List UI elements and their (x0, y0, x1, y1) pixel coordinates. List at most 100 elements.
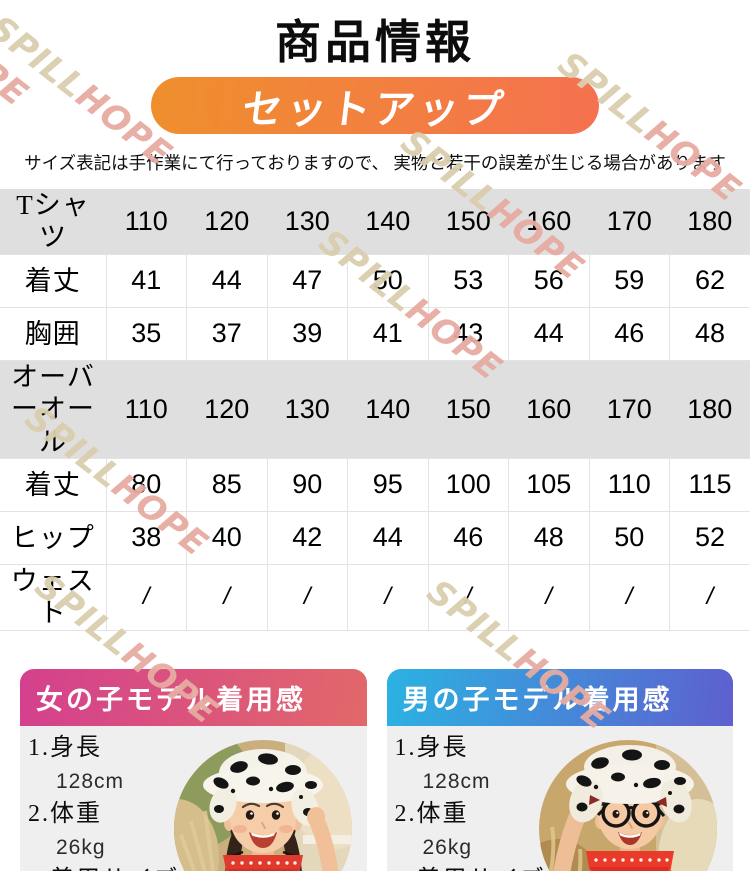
size-cell: 110 (588, 457, 670, 512)
size-cell: / (105, 563, 187, 631)
table-row-waist: ウェスト / / / / / / / / (0, 563, 750, 631)
table-header-row-tshirt: Tシャツ 110 120 130 140 150 160 170 180 (0, 189, 750, 255)
size-cell: / (669, 563, 750, 631)
size-cell: 48 (508, 510, 590, 565)
size-cell: 110 (106, 360, 187, 459)
spec-label-size: 3.着用サイズ (28, 864, 179, 871)
spec-value-weight: 26kg (56, 835, 106, 859)
size-cell: 44 (508, 306, 590, 361)
size-cell: / (266, 563, 348, 631)
size-cell: 85 (186, 457, 268, 512)
size-cell: 120 (186, 189, 267, 255)
setup-badge: セットアップ (151, 77, 599, 134)
table-row-length: 着丈 41 44 47 50 53 56 59 62 (0, 253, 750, 308)
spec-value-height: 128cm (56, 769, 125, 793)
size-cell: 44 (347, 510, 429, 565)
size-cell: 140 (347, 189, 428, 255)
girl-card-body: 1.身長 128cm 2.体重 26kg 3.着用サイズ 130 (20, 725, 367, 871)
table-row-hip: ヒップ 38 40 42 44 46 48 50 52 (0, 510, 750, 565)
size-cell: 62 (669, 253, 750, 308)
badge-row: セットアップ (0, 77, 750, 134)
boy-model-photo (538, 739, 718, 871)
size-cell: 150 (428, 189, 509, 255)
size-cell: 120 (186, 360, 267, 459)
spec-label-weight: 2.体重 (28, 800, 102, 827)
size-cell: 95 (347, 457, 429, 512)
table-row-length-overall: 着丈 80 85 90 95 100 105 110 115 (0, 457, 750, 512)
row-label: オーバーオール (0, 360, 106, 459)
size-cell: 180 (669, 360, 750, 459)
spec-value-weight: 26kg (422, 835, 473, 859)
size-cell: 44 (186, 253, 268, 308)
size-cell: 53 (427, 253, 509, 308)
size-cell: 170 (589, 360, 670, 459)
size-cell: 46 (588, 306, 670, 361)
size-cell: / (186, 563, 268, 631)
size-cell: 52 (669, 510, 750, 565)
boy-model-card: 男の子モデル着用感 1.身長 128cm 2.体重 26kg 3.着用サイズ 1… (386, 668, 733, 871)
row-label: ウェスト (0, 563, 107, 631)
boy-card-header: 男の子モデル着用感 (386, 668, 733, 726)
spec-label-height: 1.身長 (394, 734, 469, 761)
size-cell: 160 (508, 189, 589, 255)
table-row-chest: 胸囲 35 37 39 41 43 44 46 48 (0, 306, 750, 361)
size-cell: 130 (267, 189, 348, 255)
girl-card-title: 女の子モデル着用感 (36, 684, 306, 715)
spec-label-weight: 2.体重 (394, 800, 469, 827)
row-label: 着丈 (0, 253, 107, 308)
size-cell: 110 (106, 189, 187, 255)
size-cell: 48 (669, 306, 750, 361)
boy-card-title: 男の子モデル着用感 (402, 684, 673, 715)
size-cell: / (588, 563, 670, 631)
size-cell: 42 (266, 510, 348, 565)
row-label: ヒップ (0, 510, 107, 565)
size-cell: 46 (427, 510, 509, 565)
row-label: 胸囲 (0, 306, 107, 361)
size-cell: 115 (669, 457, 750, 512)
girl-model-card: 女の子モデル着用感 1.身長 128cm 2.体重 26kg 3.着用サイズ 1… (20, 668, 367, 871)
size-cell: 37 (186, 306, 268, 361)
boy-card-body: 1.身長 128cm 2.体重 26kg 3.着用サイズ 130 (386, 725, 733, 871)
size-cell: 80 (105, 457, 187, 512)
setup-badge-label: セットアップ (239, 87, 510, 132)
girl-model-photo (173, 739, 353, 871)
size-cell: 39 (266, 306, 348, 361)
size-cell: 100 (427, 457, 509, 512)
size-cell: 140 (347, 360, 428, 459)
size-cell: 130 (267, 360, 348, 459)
size-cell: 47 (266, 253, 348, 308)
spec-label-size: 3.着用サイズ (395, 864, 546, 871)
model-cards-row: 女の子モデル着用感 1.身長 128cm 2.体重 26kg 3.着用サイズ 1… (20, 668, 733, 871)
page-title: 商品情報 (275, 17, 475, 68)
size-cell: 90 (266, 457, 348, 512)
size-cell: 180 (669, 189, 750, 255)
spec-label-height: 1.身長 (28, 734, 102, 761)
size-cell: 43 (427, 306, 509, 361)
size-cell: 160 (508, 360, 589, 459)
spec-value-height: 128cm (422, 769, 491, 793)
row-label: Tシャツ (0, 189, 106, 255)
size-cell: 50 (347, 253, 429, 308)
size-cell: / (347, 563, 429, 631)
size-table: Tシャツ 110 120 130 140 150 160 170 180 着丈 … (0, 189, 750, 631)
size-disclaimer-note: サイズ表記は手作業にて行っておりますので、 実物と若干の誤差が生じる場合がありま… (24, 153, 726, 173)
size-cell: 38 (105, 510, 187, 565)
size-cell: 105 (508, 457, 590, 512)
size-cell: 150 (428, 360, 509, 459)
size-cell: 40 (186, 510, 268, 565)
size-cell: 59 (588, 253, 670, 308)
size-cell: 56 (508, 253, 590, 308)
size-cell: 170 (589, 189, 670, 255)
size-cell: / (508, 563, 590, 631)
size-cell: 41 (347, 306, 429, 361)
table-header-row-overall: オーバーオール 110 120 130 140 150 160 170 180 (0, 360, 750, 459)
size-cell: 50 (588, 510, 670, 565)
row-label: 着丈 (0, 457, 107, 512)
girl-spec-list: 1.身長 128cm 2.体重 26kg 3.着用サイズ 130 (28, 732, 179, 871)
size-cell: 35 (105, 306, 187, 361)
girl-card-header: 女の子モデル着用感 (20, 668, 367, 726)
size-cell: / (427, 563, 509, 631)
size-cell: 41 (105, 253, 187, 308)
boy-spec-list: 1.身長 128cm 2.体重 26kg 3.着用サイズ 130 (395, 732, 546, 871)
